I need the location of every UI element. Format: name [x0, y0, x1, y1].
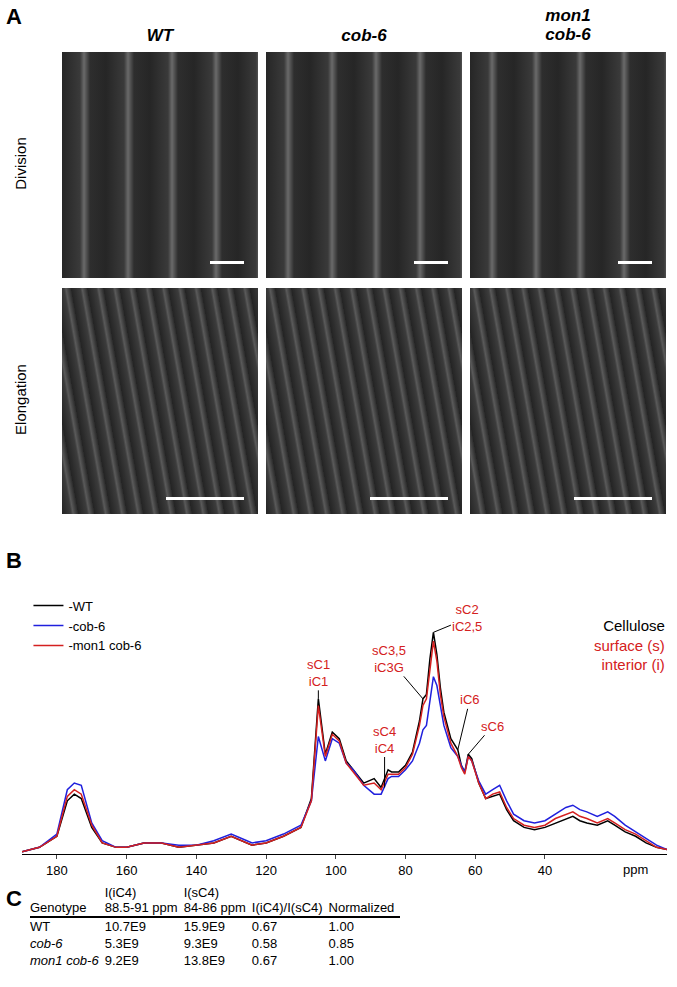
html-text:cob-6: cob-6 — [30, 936, 63, 951]
html-text:mon1: mon1 — [545, 6, 591, 25]
html-text:I(iC4): I(iC4) — [104, 885, 137, 900]
html-text:10.7E9: 10.7E9 — [104, 919, 146, 934]
svg-text:100: 100 — [325, 863, 347, 878]
html-text:mon1 cob-6 9.2E9: mon1 cob-6 9.2E9 — [30, 953, 139, 968]
html-text:0.67: 0.67 — [251, 919, 278, 934]
html-text:0.67: 0.67 — [251, 953, 278, 968]
svg-text:sC2iC2,5: sC2iC2,5 — [452, 602, 482, 634]
svg-text:Cellulosesurface (s)interior (: Cellulosesurface (s)interior (i) — [594, 617, 665, 673]
html-text:cob-6: cob-6 — [341, 26, 387, 45]
html-text:WT: WT — [30, 919, 51, 934]
svg-text:180: 180 — [46, 863, 68, 878]
svg-text:120: 120 — [255, 863, 277, 878]
html-text:Elongation: Elongation — [11, 364, 29, 435]
svg-text:-cob-6: -cob-6 — [68, 619, 105, 634]
html-text:15.9E9: 15.9E9 — [183, 919, 225, 934]
html-text:9.3E9: 9.3E9 — [183, 936, 218, 951]
html-text:0.85: 0.85 — [328, 936, 354, 951]
html-text:0.58: 0.58 — [251, 936, 278, 951]
html-text:1.00: 1.00 — [328, 919, 354, 934]
svg-text:-WT: -WT — [68, 599, 93, 614]
svg-text:140: 140 — [185, 863, 207, 878]
html-text:WT: WT — [146, 26, 174, 45]
svg-text:sC6: sC6 — [481, 719, 504, 734]
html-text:5.3E9: 5.3E9 — [104, 936, 139, 951]
html-text:A: A — [6, 4, 22, 29]
html-text:1.00: 1.00 — [328, 953, 354, 968]
svg-text:40: 40 — [538, 863, 552, 878]
html-text:C Genotype: C Genotype — [6, 886, 87, 915]
svg-text:60: 60 — [468, 863, 482, 878]
html-text:84-86 ppm I(iC4)/I(sC4) Normal: 84-86 ppm I(iC4)/I(sC4) Normalized — [183, 900, 395, 915]
svg-text:ppm: ppm — [623, 862, 648, 877]
svg-text:-mon1 cob-6: -mon1 cob-6 — [68, 638, 141, 653]
svg-text:80: 80 — [398, 863, 412, 878]
svg-text:sC3,5iC3G: sC3,5iC3G — [372, 643, 406, 675]
html-text:I(sC4): I(sC4) — [183, 885, 219, 900]
svg-text:sC4iC4: sC4iC4 — [373, 724, 396, 756]
html-text:88.5-91 ppm: 88.5-91 ppm — [104, 900, 178, 915]
html-text:B: B — [6, 548, 22, 573]
svg-text:sC1iC1: sC1iC1 — [307, 657, 330, 689]
svg-text:160: 160 — [116, 863, 138, 878]
html-text:cob-6: cob-6 — [545, 25, 591, 44]
svg-text:iC6: iC6 — [460, 692, 480, 707]
html-text:Division: Division — [11, 137, 29, 190]
html-text:13.8E9: 13.8E9 — [183, 953, 225, 968]
